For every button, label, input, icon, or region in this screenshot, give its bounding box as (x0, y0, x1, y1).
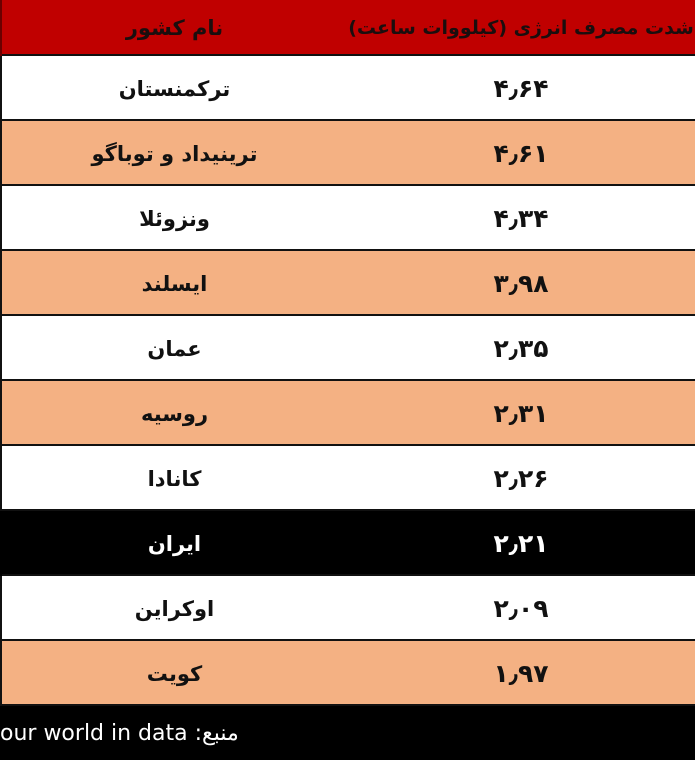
cell-energy-intensity-value: ۲٫۲۱ (493, 529, 549, 558)
source-text: منبع: our world in data (0, 720, 239, 746)
cell-energy-intensity-value: ۲٫۳۱ (493, 399, 549, 428)
cell-country-name: کانادا (0, 446, 347, 511)
cell-energy-intensity-value: ۲٫۲۶ (493, 464, 549, 493)
cell-energy-intensity-value: ۴٫۶۴ (493, 74, 549, 103)
table-row: عمان ۲٫۳۵ (0, 316, 695, 381)
table-row: ایران ۲٫۲۱ (0, 511, 695, 576)
cell-country-name: روسیه (0, 381, 347, 446)
cell-energy-intensity-value: ۴٫۶۱ (493, 139, 549, 168)
column-header-energy-intensity: شدت مصرف انرژی (کیلووات ساعت) (348, 17, 694, 39)
table-body: ترکمنستان ۴٫۶۴ ترینیداد و توباگو ۴٫۶۱ ونزوئل… (0, 56, 695, 706)
cell-country-name: ترینیداد و توباگو (0, 121, 347, 186)
cell-energy-intensity-value: ۳٫۹۸ (493, 269, 549, 298)
cell-country-name: ایران (0, 511, 347, 576)
table-row: ترکمنستان ۴٫۶۴ (0, 56, 695, 121)
table-row: ترینیداد و توباگو ۴٫۶۱ (0, 121, 695, 186)
table-row: ونزوئلا ۴٫۳۴ (0, 186, 695, 251)
table-row: کانادا ۲٫۲۶ (0, 446, 695, 511)
cell-country-name: ایسلند (0, 251, 347, 316)
table-row: کویت ۱٫۹۷ (0, 641, 695, 706)
cell-country-name: ترکمنستان (0, 56, 347, 121)
table-row: اوکراین ۲٫۰۹ (0, 576, 695, 641)
column-header-country: نام کشور (0, 0, 347, 56)
cell-country-name: کویت (0, 641, 347, 706)
cell-energy-intensity-value: ۲٫۳۵ (493, 334, 549, 363)
cell-energy-intensity-value: ۴٫۳۴ (493, 204, 549, 233)
cell-country-name: عمان (0, 316, 347, 381)
cell-country-name: ونزوئلا (0, 186, 347, 251)
source-footer: منبع: our world in data (0, 706, 695, 760)
cell-energy-intensity-value: ۲٫۰۹ (493, 594, 549, 623)
table-row: روسیه ۲٫۳۱ (0, 381, 695, 446)
table-header-row: نام کشور شدت مصرف انرژی (کیلووات ساعت) (0, 0, 695, 56)
table-row: ایسلند ۳٫۹۸ (0, 251, 695, 316)
cell-country-name: اوکراین (0, 576, 347, 641)
cell-energy-intensity-value: ۱٫۹۷ (493, 659, 549, 688)
